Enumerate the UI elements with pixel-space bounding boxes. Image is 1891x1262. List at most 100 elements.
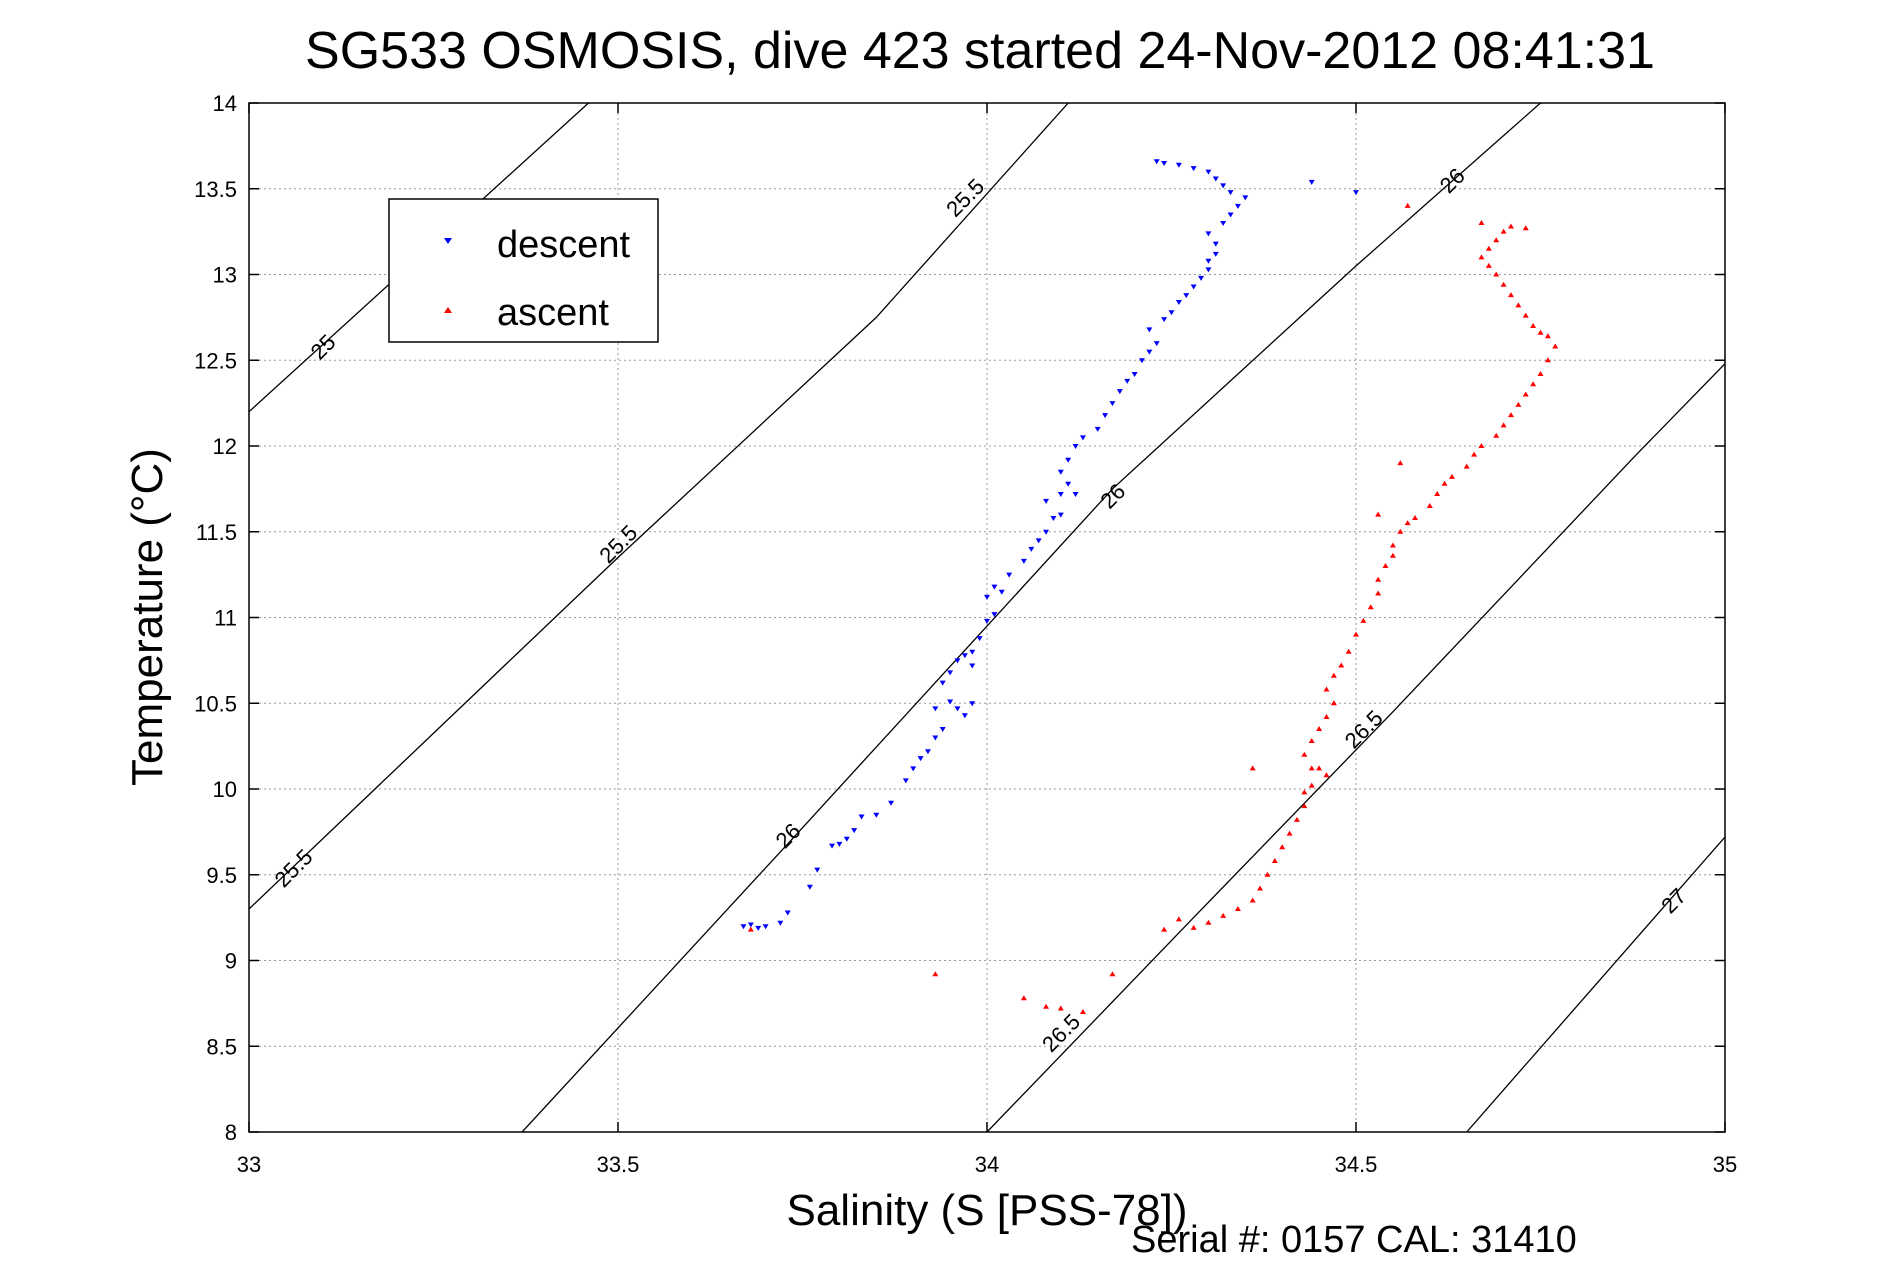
descent-point xyxy=(961,713,968,719)
descent-point xyxy=(947,699,954,705)
contour-label: 25 xyxy=(306,329,341,364)
descent-point xyxy=(1175,299,1182,305)
ascent-point xyxy=(1389,542,1396,548)
ascent-point xyxy=(1375,511,1382,517)
ascent-point xyxy=(1515,401,1522,407)
chart-title: SG533 OSMOSIS, dive 423 started 24-Nov-2… xyxy=(305,22,1655,80)
legend-descent-label: descent xyxy=(497,224,631,266)
contour-label: 26 xyxy=(1095,479,1130,514)
ascent-point xyxy=(1485,245,1492,251)
ascent-point xyxy=(1485,262,1492,268)
y-tick-label: 11.5 xyxy=(196,520,237,545)
descent-point xyxy=(740,924,747,930)
ascent-point xyxy=(1249,765,1256,771)
contour-label: 26.5 xyxy=(1340,705,1388,753)
ascent-point xyxy=(1500,422,1507,428)
ascent-point xyxy=(1323,772,1330,778)
descent-point xyxy=(1109,401,1116,407)
ascent-point xyxy=(1353,631,1359,637)
ascent-point xyxy=(1397,460,1404,466)
ascent-point xyxy=(1493,237,1500,243)
descent-point xyxy=(1205,267,1212,273)
descent-point xyxy=(984,618,990,624)
descent-point xyxy=(976,636,983,642)
descent-point xyxy=(1353,190,1359,196)
descent-point xyxy=(969,663,976,669)
descent-point xyxy=(1190,166,1197,172)
descent-point xyxy=(1212,241,1219,247)
x-axis-label: Salinity (S [PSS-78]) xyxy=(786,1186,1187,1235)
ascent-point xyxy=(1441,480,1448,486)
contour-line-26.5 xyxy=(986,363,1725,1132)
ascent-point xyxy=(1382,563,1389,569)
ascent-point xyxy=(1316,725,1323,731)
ascent-point xyxy=(1389,552,1396,558)
ascent-point xyxy=(1316,765,1323,771)
ascent-point xyxy=(1404,520,1411,526)
descent-point xyxy=(939,680,946,686)
descent-point xyxy=(910,766,917,772)
y-tick-label: 8.5 xyxy=(206,1034,237,1059)
descent-point xyxy=(1124,378,1131,384)
descent-point xyxy=(1242,195,1249,201)
ascent-point xyxy=(1448,473,1455,479)
descent-point xyxy=(1190,284,1197,290)
descent-point xyxy=(954,658,961,664)
descent-point xyxy=(1153,159,1160,165)
ascent-point xyxy=(1412,515,1419,521)
ascent-point xyxy=(1345,648,1352,654)
contour-label: 27 xyxy=(1656,883,1691,918)
ascent-point xyxy=(1478,443,1485,448)
ascent-point xyxy=(1079,1008,1086,1014)
descent-point xyxy=(843,836,850,842)
ascent-point xyxy=(1367,604,1374,610)
ascent-point xyxy=(1537,329,1544,335)
descent-point xyxy=(1146,349,1153,355)
y-tick-label: 11 xyxy=(214,606,237,631)
ascent-point xyxy=(1537,370,1544,376)
ascent-point xyxy=(1434,491,1441,497)
ascent-point xyxy=(1293,816,1300,822)
contour-label: 25.5 xyxy=(594,520,642,568)
ascent-point xyxy=(1360,617,1367,623)
descent-point xyxy=(1161,161,1168,167)
descent-point xyxy=(806,884,813,890)
descent-point xyxy=(784,910,791,916)
descent-point xyxy=(1138,358,1145,364)
ascent-point xyxy=(1507,412,1514,418)
ascent-point xyxy=(747,926,754,932)
ascent-point xyxy=(1375,576,1382,582)
ascent-point xyxy=(1522,391,1529,397)
x-tick-label: 33 xyxy=(237,1152,261,1177)
descent-point xyxy=(947,670,954,676)
descent-point xyxy=(814,867,821,873)
descent-point xyxy=(1043,529,1050,535)
y-tick-label: 8 xyxy=(225,1120,237,1145)
ascent-point xyxy=(1493,432,1500,438)
ascent-point xyxy=(1286,830,1293,836)
contour-label: 26 xyxy=(1435,163,1470,198)
contour-line-27 xyxy=(1466,836,1725,1132)
descent-point xyxy=(1057,512,1064,518)
ascent-point xyxy=(1507,292,1514,298)
descent-point xyxy=(984,594,990,600)
ascent-point xyxy=(1426,503,1433,509)
descent-point xyxy=(1072,444,1079,449)
x-tick-label: 34.5 xyxy=(1335,1152,1378,1177)
ascent-point xyxy=(1308,782,1315,788)
ascent-point xyxy=(1530,322,1537,328)
ascent-point xyxy=(1404,202,1411,208)
descent-point xyxy=(1028,546,1035,552)
ascent-point xyxy=(1478,220,1485,226)
y-tick-label: 10.5 xyxy=(194,691,237,716)
ascent-point xyxy=(1478,254,1485,260)
descent-point xyxy=(1175,162,1182,168)
descent-point xyxy=(829,843,836,849)
ascent-point xyxy=(1323,686,1330,692)
y-tick-label: 9 xyxy=(225,949,237,974)
ascent-point xyxy=(1500,228,1507,234)
descent-point xyxy=(1057,469,1064,475)
ascent-point xyxy=(1330,700,1337,706)
legend-ascent-label: ascent xyxy=(497,292,609,334)
